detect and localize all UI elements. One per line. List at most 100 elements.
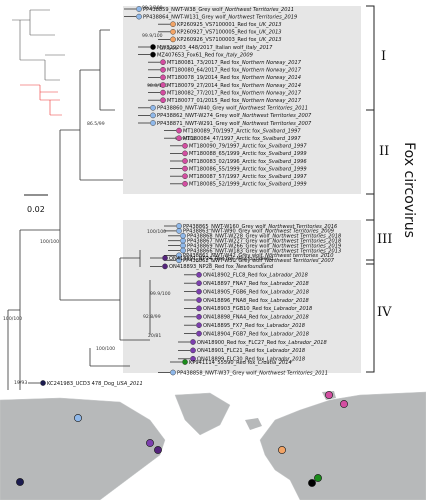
inset-tree bbox=[12, 9, 65, 116]
leaf-marker bbox=[170, 369, 176, 376]
leaf-marker bbox=[196, 297, 202, 303]
leaf-label: ON418903_FGB10_Red fox_Labrador_2018 bbox=[203, 306, 313, 312]
support-label: 99.9/100 bbox=[142, 33, 163, 39]
leaf-label: MT180088_65/1999_Arctic fox_Svalbard_199… bbox=[189, 151, 307, 157]
leaf-label: ON418900_Red fox_FLC27_Red fox_Labrador_… bbox=[197, 340, 328, 346]
leaf-label: MT180079_27/2014_Red fox_Northern Norway… bbox=[167, 83, 301, 89]
support-label: 86.5/99 bbox=[87, 121, 105, 127]
support-label: 87.4/99 bbox=[160, 46, 178, 52]
highlight-clade-iv bbox=[123, 253, 361, 373]
leaf-label: MT180081_73/2017_Red fox_Northern Norway… bbox=[167, 60, 302, 66]
leaf-label: MT180085_52/1999_Arctic fox_Svalbard_199… bbox=[189, 182, 307, 188]
clade-label: II bbox=[379, 144, 389, 159]
support-label: 19/93 bbox=[14, 380, 27, 386]
leaf-label: ON418899_FLC30_Red fox_Labrador_2018 bbox=[197, 357, 306, 363]
leaf-label: PP438869_NWT-W266_Grey wolf_Northwest Te… bbox=[187, 243, 341, 249]
leaf-marker bbox=[150, 112, 156, 119]
leaf-marker bbox=[136, 13, 142, 20]
support-label: 100/100 bbox=[96, 346, 115, 352]
support-label: 100/100 bbox=[40, 239, 59, 245]
leaf-marker bbox=[190, 355, 196, 362]
support-label: 99.2/100 bbox=[142, 5, 163, 11]
leaf-label: KP941114_55590_Red fox_Croatia_2014 bbox=[189, 360, 292, 366]
leaf-label: ON418896_FNA8_Red fox_Labrador_2018 bbox=[203, 298, 310, 304]
leaf-marker bbox=[176, 223, 182, 229]
leaf-marker bbox=[182, 173, 188, 179]
leaf-marker bbox=[136, 6, 142, 12]
leaf-marker bbox=[196, 330, 202, 337]
leaf-marker bbox=[160, 59, 166, 66]
leaf-label: MT180089_70/1997_Arctic fox_Svalbard_199… bbox=[183, 128, 301, 134]
leaf-label: MT180077_01/2015_Red fox_Northern Norway… bbox=[167, 98, 302, 104]
leaf-marker bbox=[170, 36, 176, 43]
leaf-marker bbox=[196, 322, 202, 329]
support-label: 98.8/100 bbox=[147, 83, 168, 89]
leaf-label: KP260925_VS7100001_Red fox_UK_2013 bbox=[177, 22, 282, 28]
leaf-label: PP438861_NWT-W42_Grey wolf_Northwest ter… bbox=[183, 253, 334, 259]
map-marker bbox=[154, 446, 162, 454]
figure-title: Fox circovirus bbox=[401, 142, 417, 238]
leaf-label: MZ407653_Fox61_Red fox_Italy_2009 bbox=[157, 52, 253, 58]
leaf-marker bbox=[190, 339, 196, 345]
leaf-label: PP438865_NWT-W160_Grey wolf_Northwest Te… bbox=[183, 224, 338, 230]
map-marker bbox=[74, 414, 82, 422]
leaf-marker bbox=[150, 105, 156, 111]
clade-label: IV bbox=[377, 305, 392, 320]
leaf-label: KC241983_UCD3 478_Dog_USA_2011 bbox=[47, 381, 143, 387]
europe-landmass bbox=[259, 391, 426, 501]
leaf-marker bbox=[182, 359, 188, 365]
leaf-marker bbox=[182, 158, 188, 164]
leaf-label: MT180084_47/1997_Arctic fox_Svalbard_199… bbox=[183, 136, 301, 142]
leaf-marker bbox=[150, 120, 156, 126]
leaf-marker bbox=[182, 150, 188, 157]
leaf-marker bbox=[196, 288, 202, 295]
leaf-label: ON418893_NP28_Red fox_Newfoundland bbox=[169, 264, 274, 270]
scale-bar: 0.02 bbox=[24, 194, 48, 214]
leaf-label: PP438867_NWT-W227_Grey wolf_Northwest Te… bbox=[187, 239, 342, 245]
map-marker bbox=[278, 446, 286, 454]
leaf-marker bbox=[196, 271, 202, 278]
leaf-label: PP438864_NWT-W131_Grey wolf_Northwest Te… bbox=[143, 14, 297, 20]
leaf-label: ON418891_NP24_Red fox_Newfoundland bbox=[169, 256, 274, 262]
map-marker bbox=[325, 391, 333, 399]
greenland-landmass bbox=[174, 392, 231, 436]
leaf-marker bbox=[150, 44, 156, 50]
leaf-label: MT180087_57/1997_Arctic fox_Svalbard_199… bbox=[189, 174, 307, 180]
map-marker bbox=[308, 479, 316, 487]
leaf-label: KP260926_VS7100003_Red fox_UK_2013 bbox=[177, 37, 282, 43]
leaf-label: ON418902_FLC8_Red fox_Labrador_2018 bbox=[203, 273, 309, 279]
support-values: 99.2/100 99.9/100 87.4/99 98.8/100 86.5/… bbox=[3, 5, 196, 386]
world-map bbox=[0, 390, 426, 501]
leaf-marker bbox=[176, 228, 182, 234]
leaf-label: PP438871_NWT-W291_Grey wolf_Northwest Te… bbox=[157, 121, 312, 127]
map-marker bbox=[340, 400, 348, 408]
tree-leaves: PP438859_NWT-W38_Grey wolf_Northwest Ter… bbox=[28, 6, 342, 397]
leaf-marker bbox=[196, 313, 202, 320]
leaf-label: MT180082_77/2017_Red fox_Northern Norway… bbox=[167, 90, 302, 96]
leaf-label: MT180090_79/1997_Arctic fox_Svalbard_199… bbox=[189, 144, 307, 150]
leaf-marker bbox=[180, 232, 186, 239]
leaf-marker bbox=[160, 97, 166, 103]
support-label: 99.9/100 bbox=[175, 136, 196, 142]
leaf-marker bbox=[170, 21, 176, 28]
leaf-marker bbox=[190, 347, 196, 354]
leaf-label: ON418895_FX7_Red fox_Labrador_2018 bbox=[203, 323, 306, 329]
map-marker bbox=[314, 474, 322, 482]
leaf-label: PP438859_NWT-W38_Grey wolf_Northwest Ter… bbox=[143, 7, 294, 13]
support-label: 92.8/99 bbox=[143, 314, 161, 320]
leaf-label: PP438862_NWT-W274_Grey wolf_Northwest Te… bbox=[157, 113, 312, 119]
leaf-label: KP260927_VS7100005_Red fox_UK_2013 bbox=[177, 30, 282, 36]
leaf-marker bbox=[180, 237, 186, 244]
leaf-label: ON418897_FNA7_Red fox_Labrador_2018 bbox=[203, 281, 310, 287]
leaf-label: MT180080_64/2017_Red fox_Northern Norway… bbox=[167, 68, 302, 74]
leaf-marker bbox=[182, 142, 188, 149]
clade-brackets bbox=[366, 5, 375, 373]
leaf-marker bbox=[180, 242, 186, 249]
leaf-marker bbox=[180, 247, 186, 254]
clade-label: III bbox=[377, 232, 392, 247]
leaf-label: ON418898_FNA4_Red fox_Labrador_2018 bbox=[203, 315, 310, 321]
support-label: 99.9/100 bbox=[150, 291, 171, 297]
leaf-marker bbox=[160, 67, 166, 73]
support-label: 20/81 bbox=[148, 333, 161, 339]
